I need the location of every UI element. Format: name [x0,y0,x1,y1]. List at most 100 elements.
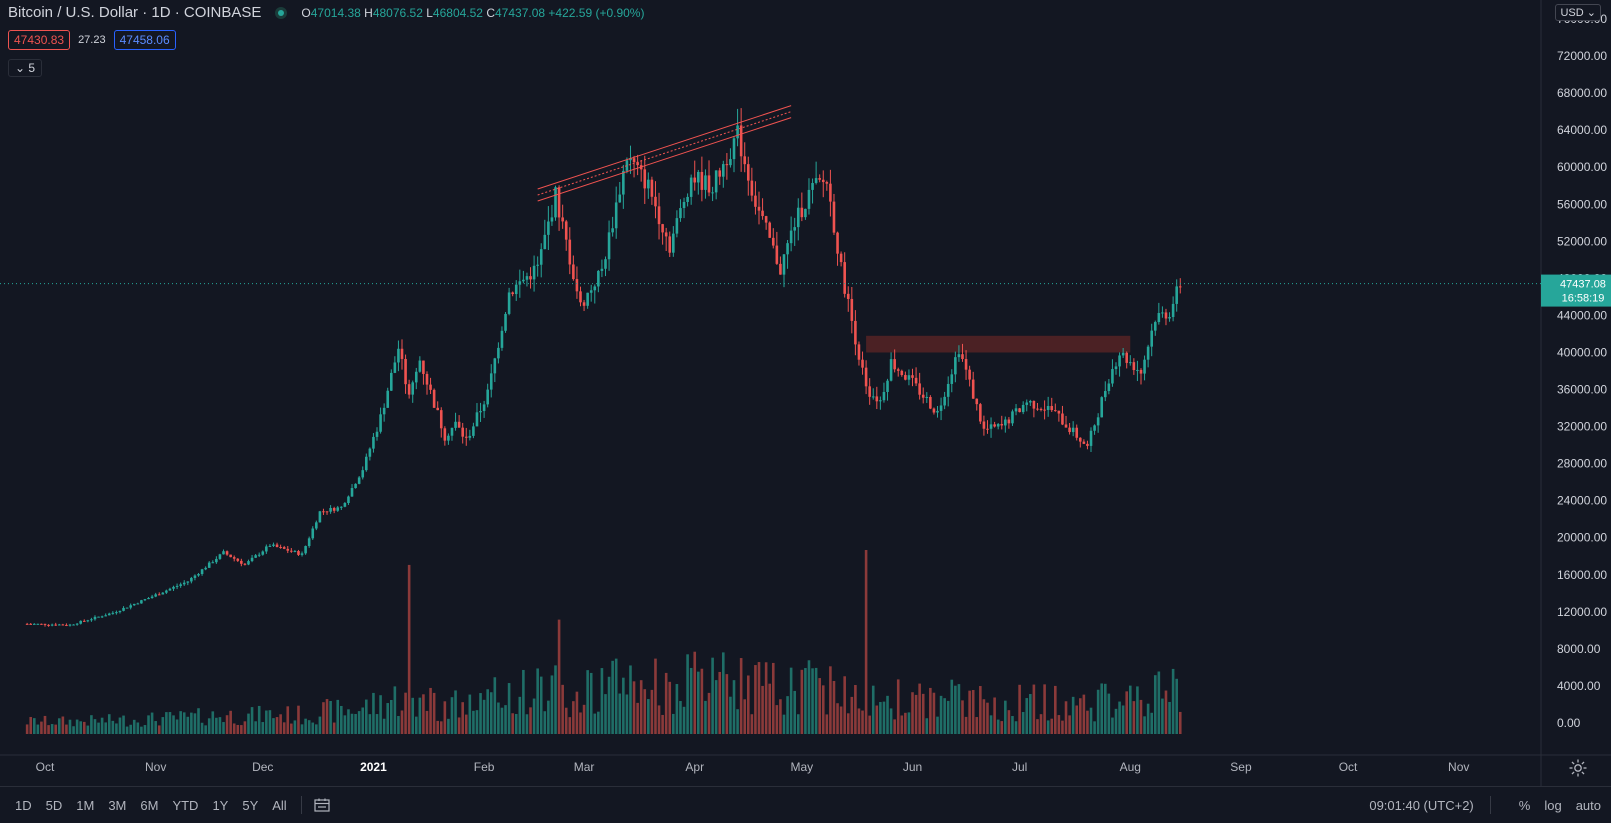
candle-body [447,435,450,441]
support-zone-rect[interactable] [866,335,1131,353]
volume-bar [1093,721,1096,734]
volume-bar [846,713,850,734]
candle-body [921,394,925,398]
symbol-title[interactable]: Bitcoin / U.S. Dollar · 1D · COINBASE [8,4,262,21]
volume-bar [500,707,504,734]
open-label: O [301,5,311,20]
candle-body [579,291,582,303]
volume-bar [936,716,939,734]
volume-bar [1054,685,1057,734]
volume-bar [1064,701,1068,734]
log-scale-button[interactable]: log [1544,797,1562,813]
buy-button[interactable]: 47458.06 [113,30,176,50]
candle-body [946,383,950,397]
range-1y-button[interactable]: 1Y [212,797,229,813]
trend-channel-line[interactable] [537,117,792,202]
volume-bar [986,702,989,734]
volume-bar [729,696,732,734]
indicators-toggle-button[interactable]: ⌄ 5 [8,59,43,77]
volume-bar [307,720,311,734]
volume-bar [529,707,532,734]
candle-body [529,276,532,280]
volume-bar [300,724,304,734]
range-5d-button[interactable]: 5D [45,797,63,813]
candle-body [954,357,957,375]
volume-bar [904,712,907,734]
candle-body [736,125,739,139]
volume-bar [118,717,122,734]
volume-bar [522,669,525,734]
candle-body [1121,352,1125,356]
trend-channel-line[interactable] [537,105,792,190]
price-tick-label: 16000.00 [1557,568,1607,582]
candle-body [832,201,836,233]
volume-bar [736,709,739,734]
settings-icon[interactable] [1568,758,1588,778]
auto-scale-button[interactable]: auto [1575,797,1601,813]
candle-body [654,196,657,207]
candle-body [279,547,282,549]
candle-body [197,574,200,576]
price-tick-label: 40000.00 [1557,345,1607,359]
candle-body [689,177,693,197]
volume-bar [1132,701,1136,734]
volume-bar [504,705,507,734]
candle-body [1128,362,1132,364]
candles-layer [25,108,1182,627]
candle-body [29,623,33,625]
candle-body [450,427,454,436]
candle-body [939,405,943,411]
time-tick-label: Mar [574,760,595,774]
candle-body [679,208,682,219]
candle-body [475,412,479,427]
volume-bar [200,722,204,734]
volume-bar [129,724,132,734]
candle-body [165,590,168,593]
range-6m-button[interactable]: 6M [140,797,159,813]
currency-button[interactable]: USD ⌄ [1555,4,1601,21]
volume-bar [864,550,868,734]
candle-body [786,243,789,255]
candle-body [65,624,68,626]
volume-bar [368,714,372,734]
range-1d-button[interactable]: 1D [15,797,32,813]
volume-bar [211,711,215,734]
trend-channel-line[interactable] [537,111,792,196]
candle-body [250,557,254,562]
volume-bar [971,690,975,734]
volume-bar [1150,712,1153,734]
candle-body [993,424,996,427]
candle-body [929,396,932,409]
volume-bar [950,679,954,734]
volume-bar [568,717,572,734]
sell-button[interactable]: 47430.83 [8,30,71,50]
candle-body [182,582,186,585]
chart-canvas[interactable]: 0.00 4000.00 8000.00 12000.00 16000.00 20000.… [0,0,1611,786]
percent-scale-button[interactable]: % [1518,797,1531,813]
range-ytd-button[interactable]: YTD [172,797,199,813]
candle-body [222,551,225,555]
volume-bar [1018,684,1021,734]
volume-bar [1086,710,1089,734]
candle-body [893,359,896,370]
volume-bar [293,720,297,734]
volume-bar [1114,708,1118,734]
volume-bar [425,710,429,734]
calendar-icon[interactable] [314,798,330,812]
candle-body [925,396,929,398]
volume-bar [764,662,768,734]
volume-bar [557,619,561,734]
range-5y-button[interactable]: 5Y [242,797,259,813]
volume-bar [1171,668,1175,734]
candle-body [554,187,557,218]
candle-body [597,270,600,287]
volume-bar [140,726,143,734]
candle-body [368,448,372,457]
range-1m-button[interactable]: 1M [76,797,95,813]
candle-body [657,206,661,225]
candle-body [871,396,875,398]
volume-bar [1136,686,1139,734]
range-all-button[interactable]: All [272,797,287,813]
candle-body [704,175,707,190]
range-3m-button[interactable]: 3M [108,797,127,813]
